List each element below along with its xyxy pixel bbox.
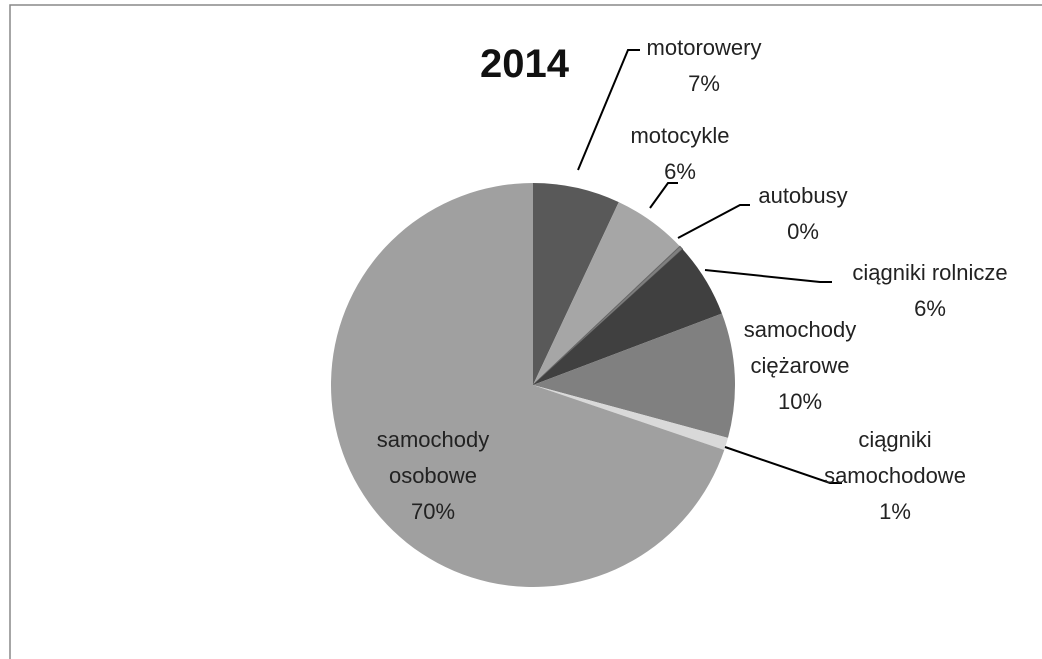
slice-name: ciągniki rolnicze — [852, 260, 1008, 285]
slice-name: samochody ciężarowe — [743, 317, 857, 378]
leader-line — [649, 182, 678, 209]
pie-slice — [533, 202, 680, 385]
slice-name: motorowery — [646, 35, 762, 60]
slice-name: ciągniki samochodowe — [824, 427, 966, 488]
slice-label: motorowery 7% — [604, 30, 804, 102]
slice-value: 1% — [879, 499, 911, 524]
slice-value: 6% — [664, 159, 696, 184]
slice-value: 7% — [688, 71, 720, 96]
chart-title: 2014 — [480, 42, 569, 86]
pie-slice — [330, 183, 725, 587]
slice-value: 70% — [410, 499, 456, 524]
slice-value: 0% — [787, 219, 819, 244]
slice-label: samochody osobowe 70% — [358, 422, 508, 530]
leader-line — [677, 204, 750, 239]
slice-value: 6% — [914, 296, 946, 321]
pie-slice — [533, 183, 619, 385]
pie-slice — [533, 313, 735, 438]
slice-label: autobusy 0% — [728, 178, 878, 250]
slice-label: samochody ciężarowe 10% — [725, 312, 875, 420]
slice-label: ciągniki rolnicze 6% — [815, 255, 1042, 327]
slice-label: ciągniki samochodowe 1% — [800, 422, 990, 530]
leader-line — [577, 49, 640, 171]
slice-name: autobusy — [758, 183, 848, 208]
slice-label: motocykle 6% — [580, 118, 780, 190]
pie-slice — [533, 249, 722, 385]
leader-line — [724, 446, 842, 484]
slice-value: 10% — [777, 389, 823, 414]
slice-name: motocykle — [630, 123, 730, 148]
frame — [9, 4, 1042, 659]
leader-line — [704, 269, 832, 283]
slice-name: samochody osobowe — [376, 427, 490, 488]
pie-slice — [533, 385, 728, 450]
pie-slice — [532, 245, 684, 386]
